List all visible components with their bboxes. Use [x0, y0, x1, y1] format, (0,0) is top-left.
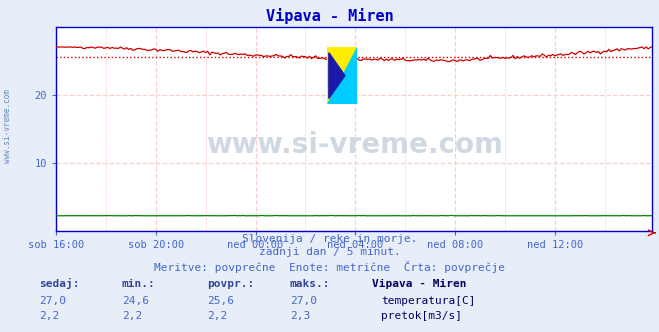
- Text: 2,2: 2,2: [40, 311, 60, 321]
- Text: min.:: min.:: [122, 279, 156, 289]
- Text: 2,2: 2,2: [122, 311, 142, 321]
- Text: maks.:: maks.:: [290, 279, 330, 289]
- Polygon shape: [328, 47, 357, 104]
- Text: Vipava - Miren: Vipava - Miren: [266, 8, 393, 24]
- Text: sedaj:: sedaj:: [40, 278, 80, 289]
- Text: Meritve: povprečne  Enote: metrične  Črta: povprečje: Meritve: povprečne Enote: metrične Črta:…: [154, 261, 505, 273]
- Text: pretok[m3/s]: pretok[m3/s]: [381, 311, 462, 321]
- Text: 2,2: 2,2: [208, 311, 228, 321]
- Polygon shape: [329, 53, 345, 98]
- Text: www.si-vreme.com: www.si-vreme.com: [206, 131, 503, 159]
- Text: 24,6: 24,6: [122, 296, 149, 306]
- Text: 2,3: 2,3: [290, 311, 310, 321]
- Text: povpr.:: povpr.:: [208, 279, 255, 289]
- Text: 27,0: 27,0: [40, 296, 67, 306]
- Text: Slovenija / reke in morje.: Slovenija / reke in morje.: [242, 234, 417, 244]
- Text: 27,0: 27,0: [290, 296, 317, 306]
- Text: Vipava - Miren: Vipava - Miren: [372, 279, 467, 289]
- Polygon shape: [328, 47, 357, 104]
- Text: www.si-vreme.com: www.si-vreme.com: [3, 89, 13, 163]
- Text: temperatura[C]: temperatura[C]: [381, 296, 475, 306]
- Text: zadnji dan / 5 minut.: zadnji dan / 5 minut.: [258, 247, 401, 257]
- Text: 25,6: 25,6: [208, 296, 235, 306]
